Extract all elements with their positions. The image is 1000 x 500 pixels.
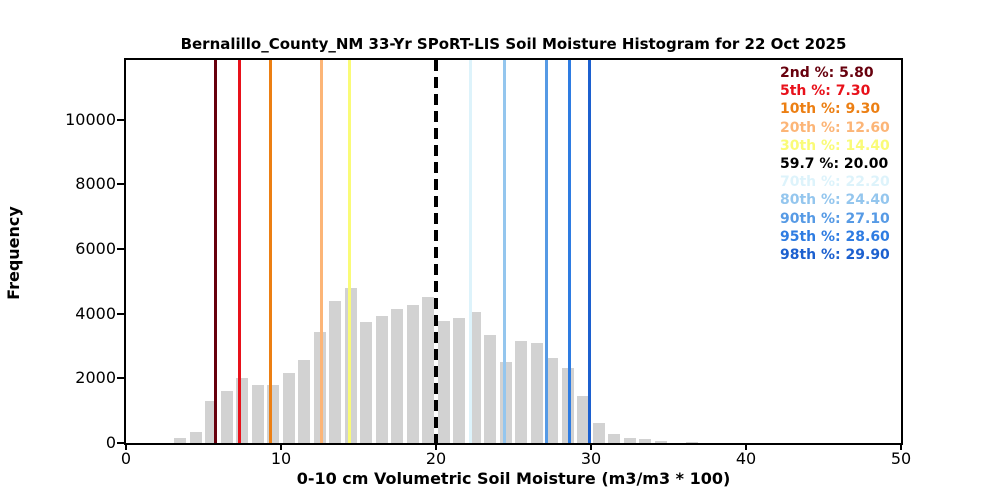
histogram-bar: [236, 377, 249, 443]
y-tick-label: 8000: [75, 174, 116, 194]
histogram-bar: [329, 300, 342, 443]
percentile-line: [214, 60, 218, 443]
legend-entry: 20th %: 12.60: [780, 119, 890, 136]
x-tick: [900, 443, 902, 450]
histogram-bar: [623, 438, 636, 443]
legend-entry: 30th %: 14.40: [780, 137, 890, 154]
y-tick: [117, 118, 124, 121]
x-tick: [590, 443, 592, 450]
percentile-legend: 2nd %: 5.80 5th %: 7.30 10th %: 9.30 20th %…: [780, 64, 890, 264]
legend-entry: 90th %: 27.10: [780, 210, 890, 227]
y-tick: [117, 377, 124, 380]
histogram-bar: [577, 396, 590, 443]
chart-title: Bernalillo_County_NM 33-Yr SPoRT-LIS Soi…: [180, 35, 847, 53]
y-tick: [117, 442, 124, 444]
y-tick-label: 6000: [75, 239, 116, 259]
y-tick-label: 4000: [75, 303, 116, 323]
legend-entry: 5th %: 7.30: [780, 83, 871, 100]
histogram-bar: [639, 439, 652, 443]
percentile-line: [502, 60, 506, 443]
histogram-bar: [267, 384, 280, 443]
histogram-bar: [174, 438, 187, 443]
histogram-bar: [344, 287, 357, 443]
histogram-bar: [360, 321, 373, 443]
legend-entry: 2nd %: 5.80: [780, 65, 874, 81]
histogram-bar: [422, 296, 435, 443]
x-tick: [745, 443, 747, 450]
x-tick-label: 50: [890, 449, 912, 468]
x-tick-label: 20: [425, 449, 447, 468]
legend-entry: 70th %: 22.20: [780, 174, 890, 191]
histogram-bar: [220, 391, 233, 443]
x-tick: [125, 443, 127, 450]
histogram-bar: [499, 361, 512, 443]
y-tick-label: 0: [105, 433, 116, 452]
percentile-line: [237, 60, 241, 443]
plot-area: [124, 58, 903, 445]
histogram-bar: [437, 321, 450, 443]
x-tick: [435, 443, 437, 450]
histogram-bar: [468, 312, 481, 443]
percentile-line: [468, 60, 472, 443]
y-tick: [117, 312, 124, 315]
y-tick: [117, 248, 124, 251]
histogram-bar: [251, 384, 264, 443]
percentile-line: [319, 60, 323, 443]
histogram-bar: [205, 401, 218, 443]
y-tick-label: 2000: [75, 368, 116, 388]
x-tick-label: 10: [270, 449, 292, 468]
percentile-line: [567, 60, 571, 443]
histogram-bar: [592, 422, 605, 443]
histogram-bar: [391, 308, 404, 443]
histogram-bar: [515, 341, 528, 443]
histogram-bar: [654, 441, 667, 443]
legend-entry: 95th %: 28.60: [780, 228, 890, 245]
histogram-bar: [453, 317, 466, 443]
x-tick-label: 30: [580, 449, 602, 468]
legend-entry: 80th %: 24.40: [780, 192, 890, 209]
histogram-bar: [484, 334, 497, 443]
histogram-bar: [530, 343, 543, 443]
x-tick-label: 0: [120, 449, 132, 468]
percentile-line: [544, 60, 548, 443]
legend-entry: 10th %: 9.30: [780, 101, 881, 118]
histogram-bar: [546, 357, 559, 443]
x-tick-label: 40: [735, 449, 757, 468]
histogram-bar: [406, 305, 419, 443]
x-tick: [280, 443, 282, 450]
legend-entry: 98th %: 29.90: [780, 246, 890, 263]
y-tick: [117, 183, 124, 186]
histogram-bar: [375, 315, 388, 443]
percentile-line: [587, 60, 591, 443]
histogram-bar: [282, 372, 295, 443]
percentile-line: [268, 60, 272, 443]
histogram-bar: [298, 360, 311, 443]
histogram-bar: [685, 442, 698, 443]
histogram-bar: [313, 331, 326, 443]
legend-entry: 59.7 %: 20.00: [780, 155, 889, 172]
y-tick-label: 10000: [65, 109, 116, 129]
histogram-bar: [189, 432, 202, 443]
percentile-line: [347, 60, 351, 443]
x-axis-label: 0-10 cm Volumetric Soil Moisture (m3/m3 …: [296, 469, 731, 488]
histogram-bar: [608, 433, 621, 443]
histogram-bar: [561, 367, 574, 443]
percentile-line: [434, 60, 438, 443]
